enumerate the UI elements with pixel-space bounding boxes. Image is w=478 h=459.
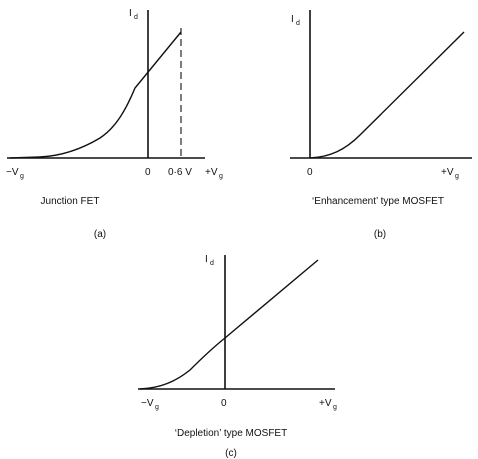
panel-a-letter: (a) bbox=[94, 229, 106, 240]
panel-c-pos-vg-label: +V bbox=[319, 398, 332, 409]
panel-c-origin-label: 0 bbox=[221, 398, 227, 409]
panel-b-pos-vg-subscript: g bbox=[455, 173, 459, 180]
panel-b-letter: (b) bbox=[374, 229, 386, 240]
panel-c-y-axis-subscript: d bbox=[210, 260, 214, 267]
panel-c-transfer-curve bbox=[139, 259, 319, 390]
panel-b-pos-vg-label: +V bbox=[441, 167, 454, 178]
panel-a-y-axis-label: I bbox=[129, 8, 132, 19]
panel-a-y-axis-subscript: d bbox=[134, 14, 138, 21]
panel-a-pos-vg-label: +V bbox=[205, 167, 218, 178]
panel-c-pos-vg-subscript: g bbox=[333, 404, 337, 411]
panel-c-neg-vg-label: −V bbox=[141, 398, 154, 409]
panel-c: I d −V g 0 +V g ‘Depletion’ type MOSFET … bbox=[138, 254, 337, 459]
panel-a: I d −V g 0 0·6 V +V g Junction FET (a) bbox=[6, 8, 223, 240]
panel-a-pos-vg-subscript: g bbox=[219, 173, 223, 180]
panel-a-transfer-curve bbox=[9, 31, 182, 159]
panel-a-neg-vg-label: −V bbox=[6, 167, 19, 178]
panel-c-caption: ‘Depletion’ type MOSFET bbox=[175, 428, 287, 439]
panel-c-neg-vg-subscript: g bbox=[155, 404, 159, 411]
panel-b-caption: ‘Enhancement’ type MOSFET bbox=[312, 196, 444, 207]
panel-b-y-axis-label: I bbox=[291, 14, 294, 25]
panel-b-origin-label: 0 bbox=[307, 167, 313, 178]
panel-a-origin-label: 0 bbox=[145, 167, 151, 178]
panel-a-caption: Junction FET bbox=[41, 196, 100, 207]
panel-c-letter: (c) bbox=[225, 448, 237, 459]
panel-b-transfer-curve bbox=[309, 31, 465, 159]
panel-b-y-axis-subscript: d bbox=[296, 20, 300, 27]
panel-a-neg-vg-subscript: g bbox=[20, 173, 24, 180]
panel-a-threshold-label: 0·6 V bbox=[168, 167, 192, 178]
panel-c-y-axis-label: I bbox=[205, 254, 208, 265]
panel-b: I d 0 +V g ‘Enhancement’ type MOSFET (b) bbox=[290, 10, 472, 240]
